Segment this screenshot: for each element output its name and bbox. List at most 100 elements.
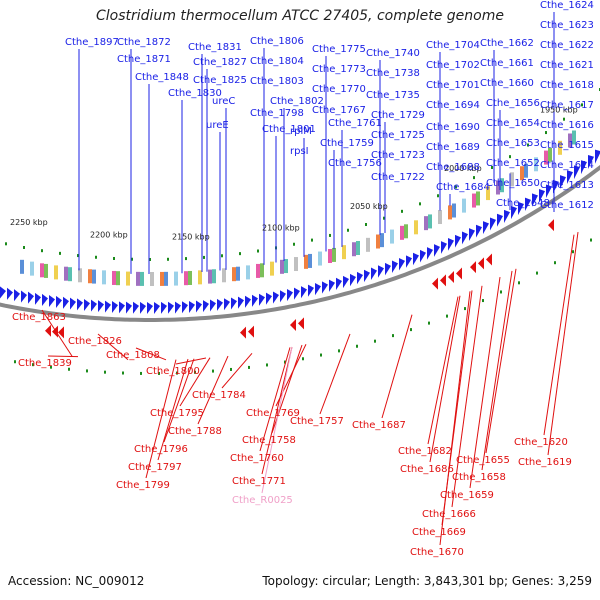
minor-tick: [203, 255, 205, 259]
minor-tick: [518, 281, 520, 285]
top-gene-label: Cthe_1684: [436, 182, 490, 193]
forward-gene-arrow: [371, 267, 377, 280]
forward-gene-arrow: [0, 286, 6, 299]
cog-block: [548, 147, 552, 162]
bottom-connector: [135, 347, 167, 361]
top-gene-label: ureC: [212, 96, 235, 107]
minor-tick: [131, 257, 133, 261]
cog-block: [356, 241, 360, 256]
forward-gene-arrow: [322, 281, 328, 294]
accession-text: Accession: NC_009012: [8, 574, 145, 588]
cog-block: [212, 269, 216, 284]
minor-tick: [176, 371, 178, 375]
minor-tick: [59, 251, 61, 255]
minor-tick: [464, 307, 466, 311]
map-title: Clostridium thermocellum ATCC 27405, com…: [96, 8, 504, 24]
minor-tick: [572, 250, 574, 254]
forward-gene-arrow: [427, 247, 433, 260]
forward-gene-arrow: [154, 301, 160, 314]
forward-gene-arrow: [343, 275, 349, 289]
forward-gene-arrow: [504, 209, 510, 223]
bottom-connector: [221, 352, 253, 389]
forward-gene-arrow: [441, 241, 447, 254]
genome-backbone: [0, 164, 600, 322]
top-gene-label: Cthe_1725: [371, 130, 425, 141]
minor-tick: [401, 209, 403, 213]
cog-block: [20, 259, 24, 274]
top-gene-label: Cthe_1801: [262, 124, 316, 135]
cog-block: [438, 210, 442, 225]
top-gene-label: Cthe_1848: [135, 72, 189, 83]
forward-gene-arrow: [308, 284, 314, 297]
forward-gene-arrow: [525, 197, 531, 211]
minor-tick: [32, 363, 34, 367]
bottom-connector: [481, 270, 513, 471]
minor-tick: [374, 339, 376, 343]
top-gene-label: ureE: [206, 120, 229, 131]
bottom-connector: [427, 296, 459, 445]
reverse-gene-arrow: [432, 277, 438, 290]
minor-tick: [50, 365, 52, 369]
top-gene-label: rplM: [290, 126, 312, 137]
cog-block: [280, 259, 284, 274]
forward-gene-arrow: [168, 301, 174, 314]
top-gene-label: Cthe_1617: [540, 100, 594, 111]
cog-block: [496, 180, 500, 195]
forward-gene-arrow: [546, 184, 552, 199]
reverse-gene-arrow: [248, 325, 254, 338]
top-gene-label: Cthe_1825: [193, 75, 247, 86]
top-gene-label: Cthe_1802: [270, 96, 324, 107]
top-gene-label: Cthe_1798: [250, 108, 304, 119]
forward-gene-arrow: [238, 296, 244, 309]
forward-gene-arrow: [217, 298, 223, 311]
bottom-connector: [261, 346, 293, 494]
bottom-connector: [197, 355, 229, 425]
cog-block: [558, 140, 562, 155]
minor-tick: [437, 194, 439, 198]
minor-tick: [68, 367, 70, 371]
cog-block: [332, 247, 336, 262]
top-gene-label: Cthe_1656: [486, 98, 540, 109]
feature-tracks: [0, 88, 600, 375]
cog-block: [342, 245, 346, 260]
bottom-connector: [451, 285, 483, 508]
forward-gene-arrow: [252, 294, 258, 307]
cog-block: [236, 266, 240, 281]
bottom-gene-label: Cthe_1808: [106, 350, 160, 361]
minor-tick: [500, 290, 502, 294]
forward-gene-arrow: [490, 217, 496, 231]
forward-gene-arrow: [147, 301, 153, 314]
cog-block: [486, 186, 490, 201]
cog-block: [352, 242, 356, 257]
bottom-connector: [163, 358, 195, 443]
minor-tick: [167, 257, 169, 261]
forward-gene-arrow: [182, 301, 188, 314]
cog-block: [500, 178, 504, 193]
cog-block: [30, 261, 34, 276]
bottom-gene-label: Cthe_1769: [246, 408, 300, 419]
minor-tick: [77, 254, 79, 258]
forward-gene-arrow: [462, 231, 468, 245]
minor-tick: [248, 365, 250, 369]
forward-gene-arrow: [105, 300, 111, 313]
top-gene-label: Cthe_1621: [540, 60, 594, 71]
cog-block: [390, 229, 394, 244]
top-gene-label: Cthe_1803: [250, 76, 304, 87]
cog-block: [184, 271, 188, 286]
minor-tick: [293, 242, 295, 246]
cog-block: [270, 261, 274, 276]
bottom-gene-label: Cthe_R0025: [232, 495, 293, 506]
forward-gene-arrow: [476, 224, 482, 238]
bottom-gene-label: Cthe_1771: [232, 476, 286, 487]
reverse-gene-arrow: [440, 274, 446, 287]
bottom-gene-label: Cthe_1760: [230, 453, 284, 464]
cog-block: [88, 269, 92, 284]
cog-block: [78, 268, 82, 283]
bottom-gene-label: Cthe_1619: [518, 457, 572, 468]
kbp-ticks: 2250 kbp 2200 kbp 2150 kbp 2100 kbp 2050 kbp…: [10, 105, 578, 241]
minor-tick: [23, 245, 25, 249]
cog-block: [54, 265, 58, 280]
bottom-gene-label: Cthe_1863: [12, 312, 66, 323]
bottom-connector: [157, 358, 189, 461]
minor-tick: [356, 344, 358, 348]
